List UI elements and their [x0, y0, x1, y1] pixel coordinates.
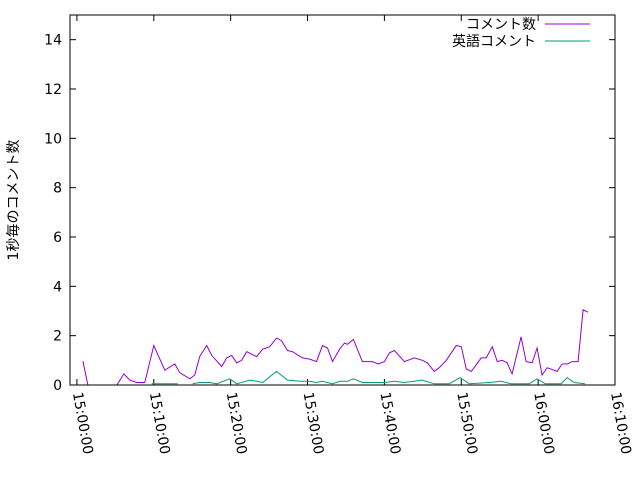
legend-label-0: コメント数 [466, 17, 536, 33]
x-tick-label: 15:40:00 [376, 391, 403, 456]
series-lines [82, 309, 589, 386]
y-tick-label: 6 [53, 230, 62, 246]
y-tick-label: 2 [53, 329, 62, 345]
x-tick-label: 15:00:00 [69, 391, 96, 456]
legend-label-1: 英語コメント [452, 33, 536, 50]
x-tick-label: 15:30:00 [300, 391, 327, 456]
y-axis-label: 1秒毎のコメント数 [6, 140, 22, 261]
x-tick-label: 15:10:00 [146, 391, 173, 456]
x-tick-label: 16:10:00 [607, 391, 634, 456]
axis-ticks: 0 2 4 6 8 10 12 14 15:00:00 15:10:00 15:20:00 15:30… [44, 15, 634, 456]
y-tick-label: 4 [53, 279, 62, 295]
legend: コメント数 英語コメント [452, 17, 590, 50]
y-tick-label: 0 [53, 378, 62, 394]
y-tick-label: 12 [44, 82, 62, 98]
x-tick-label: 15:50:00 [453, 391, 480, 456]
y-tick-label: 10 [44, 131, 62, 147]
y-tick-label: 14 [44, 33, 62, 49]
x-tick-label: 15:20:00 [223, 391, 250, 456]
series-line-0 [82, 360, 105, 386]
series-line-1 [192, 370, 586, 385]
plot-border [69, 14, 616, 386]
series-line-0 [116, 309, 589, 386]
y-tick-label: 8 [53, 181, 62, 197]
x-tick-label: 16:00:00 [530, 391, 557, 456]
